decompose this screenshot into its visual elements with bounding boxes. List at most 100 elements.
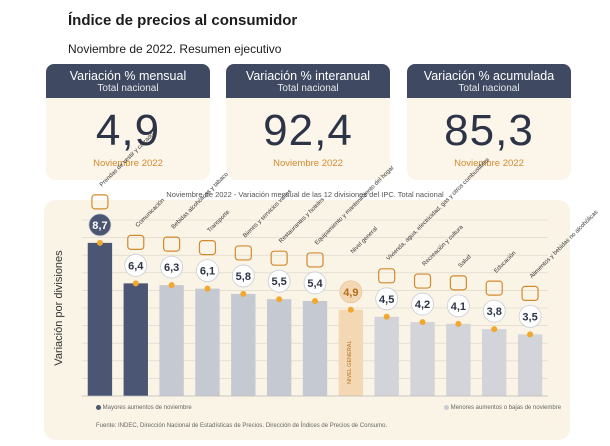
- bar-top-dot: [527, 331, 534, 338]
- bar-top-dot: [455, 320, 462, 327]
- card-value: 92,4: [263, 106, 353, 155]
- value-badge: [375, 287, 399, 311]
- y-axis-label: Variación por divisiones: [53, 250, 65, 366]
- food-basket-icon: [521, 285, 539, 301]
- category-label: Educación: [493, 250, 517, 274]
- value-badge: [411, 292, 434, 316]
- category-label: Salud: [458, 254, 473, 269]
- bar: [517, 334, 543, 396]
- bar: [266, 299, 292, 396]
- value-label: 4,1: [451, 301, 466, 313]
- bar: [338, 309, 364, 396]
- value-label: 6,3: [164, 262, 179, 274]
- bar-top-dot: [383, 313, 390, 320]
- card-header: Variación % mensual Total nacional: [46, 64, 210, 98]
- bar: [87, 242, 113, 396]
- value-label: 6,1: [200, 266, 215, 278]
- value-label: 8,7: [92, 220, 107, 232]
- card-body: 92,4 Noviembre 2022: [226, 98, 390, 180]
- health-cross-icon: [449, 275, 467, 291]
- bar: [123, 283, 148, 396]
- chart-title-wrap: Noviembre de 2022 - Variación mensual de…: [0, 190, 610, 199]
- card-title: Variación % interanual: [245, 69, 371, 83]
- legend-swatch-bottom: [444, 405, 449, 410]
- value-label: 3,8: [487, 306, 502, 318]
- bar-top-dot: [491, 326, 498, 333]
- card-subtitle: Total nacional: [277, 83, 339, 94]
- page-title: Índice de precios al consumidor: [68, 12, 298, 29]
- card-header: Variación % acumulada Total nacional: [407, 64, 571, 98]
- bar-top-dot: [132, 280, 139, 287]
- card-title: Variación % acumulada: [423, 69, 555, 83]
- value-badge: [518, 304, 542, 328]
- source-note: Fuente: INDEC, Dirección Nacional de Est…: [96, 423, 388, 429]
- category-label: Equipamiento y mantenimiento del hogar: [314, 165, 395, 246]
- legend-label-top: Mayores aumentos de noviembre: [102, 405, 192, 412]
- value-badge: [124, 253, 148, 277]
- phone-icon: [127, 234, 145, 250]
- value-label: 6,4: [128, 260, 144, 272]
- bar-top-dot: [240, 290, 247, 297]
- value-label: 4,5: [379, 294, 394, 306]
- card-date: Noviembre 2022: [93, 158, 163, 169]
- value-label: 5,5: [272, 276, 287, 288]
- chart-title: Noviembre de 2022 - Variación mensual de…: [162, 190, 448, 199]
- tools-icon: [234, 245, 252, 261]
- legend-swatch-top: [96, 405, 101, 410]
- value-badge: [303, 271, 327, 295]
- card-yearly: Variación % interanual Total nacional 92…: [226, 64, 390, 180]
- bar-top-dot: [419, 319, 426, 326]
- card-value: 4,9: [95, 106, 161, 155]
- bottle-icon: [163, 236, 181, 252]
- bar: [302, 300, 328, 396]
- page-subtitle: Noviembre de 2022. Resumen ejecutivo: [68, 42, 282, 56]
- bar-top-dot: [276, 296, 283, 303]
- bar: [482, 329, 507, 396]
- bar: [410, 322, 435, 396]
- bar-top-dot: [96, 239, 103, 246]
- bar: [159, 285, 184, 396]
- hammer-icon: [306, 252, 324, 268]
- value-badge: [267, 269, 291, 293]
- card-value: 85,3: [444, 106, 534, 155]
- clothes-icon: [91, 194, 109, 210]
- bar-top-dot: [168, 282, 175, 289]
- card-subtitle: Total nacional: [97, 83, 159, 94]
- bar: [446, 323, 471, 396]
- card-body: 85,3 Noviembre 2022: [407, 98, 571, 180]
- value-label: 4,2: [415, 299, 430, 311]
- bar: [231, 293, 256, 396]
- value-label: 5,8: [236, 271, 251, 283]
- value-label: 3,5: [522, 311, 537, 323]
- category-label: Prendas de vestir y calzado: [99, 131, 156, 188]
- legend-label-bottom: Menores aumentos o bajas de noviembre: [450, 405, 562, 412]
- card-date: Noviembre 2022: [273, 158, 343, 169]
- guitar-icon: [413, 273, 432, 289]
- car-icon: [198, 240, 217, 256]
- value-badge: [196, 259, 219, 283]
- value-label: 5,4: [307, 278, 323, 290]
- card-title: Variación % mensual: [69, 69, 187, 83]
- card-header: Variación % interanual Total nacional: [226, 64, 390, 98]
- bar-top-dot: [312, 297, 318, 304]
- bar-top-dot: [347, 306, 354, 313]
- book-icon: [485, 280, 503, 296]
- value-badge: [339, 280, 363, 304]
- value-badge: [482, 299, 506, 323]
- value-badge: [446, 294, 470, 318]
- restaurant-icon: [270, 250, 288, 266]
- category-label: Transporte: [207, 209, 232, 234]
- value-badge: [88, 213, 112, 237]
- card-cumulative: Variación % acumulada Total nacional 85,…: [407, 64, 571, 180]
- value-label: 4,9: [343, 287, 358, 299]
- category-label: Nivel general: [350, 226, 379, 255]
- legend-bottom: Menores aumentos o bajas de noviembre: [444, 405, 561, 411]
- nivel-general-label: NIVEL GENERAL: [347, 340, 353, 384]
- bar: [195, 288, 220, 396]
- bar: [374, 316, 399, 396]
- card-monthly: Variación % mensual Total nacional 4,9 N…: [46, 64, 210, 180]
- value-badge: [160, 255, 184, 279]
- bar-top-dot: [204, 285, 211, 292]
- legend-top: Mayores aumentos de noviembre: [96, 405, 192, 411]
